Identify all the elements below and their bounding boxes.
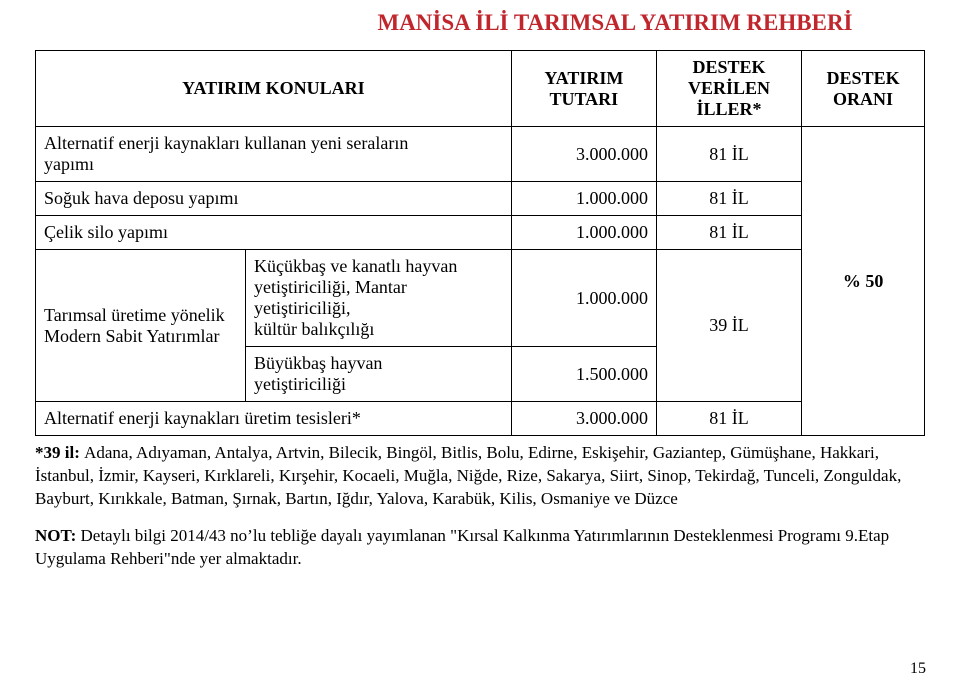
page-title: MANİSA İLİ TARIMSAL YATIRIM REHBERİ	[270, 0, 960, 50]
cell-desc-r2: Soğuk hava deposu yapımı	[36, 182, 512, 216]
cell-amount-r4-sub2: 1.500.000	[511, 347, 656, 402]
header-provinces: DESTEK VERİLEN İLLER*	[656, 51, 801, 127]
header-amount-line1: YATIRIM	[544, 68, 623, 88]
r4-sub1-line1: Küçükbaş ve kanatlı hayvan	[254, 256, 457, 276]
header-amount: YATIRIM TUTARI	[511, 51, 656, 127]
header-rate-line1: DESTEK	[827, 68, 900, 88]
cell-amount-r2: 1.000.000	[511, 182, 656, 216]
header-rate-line2: ORANI	[833, 89, 893, 109]
r4-sub2-line1: Büyükbaş hayvan	[254, 353, 382, 373]
cell-sub2-r4: Büyükbaş hayvan yetiştiriciliği	[245, 347, 511, 402]
cell-sub1-r4: Küçükbaş ve kanatlı hayvan yetiştiricili…	[245, 250, 511, 347]
table-row: Alternatif enerji kaynakları kullanan ye…	[36, 127, 925, 182]
header-amount-line2: TUTARI	[550, 89, 619, 109]
header-rate: DESTEK ORANI	[802, 51, 925, 127]
cell-provinces-r3: 81 İL	[656, 216, 801, 250]
cell-desc-r5: Alternatif enerji kaynakları üretim tesi…	[36, 402, 512, 436]
header-provinces-line1: DESTEK	[693, 57, 766, 77]
page-number: 15	[910, 660, 926, 678]
footnote-39il: *39 il: Adana, Adıyaman, Antalya, Artvin…	[35, 442, 925, 511]
r4-sub1-line2: yetiştiriciliği, Mantar	[254, 277, 407, 297]
r4-group-line2: Modern Sabit Yatırımlar	[44, 326, 220, 346]
cell-desc-r1: Alternatif enerji kaynakları kullanan ye…	[36, 127, 512, 182]
cell-rate: % 50	[802, 127, 925, 436]
r4-sub1-line4: kültür balıkçılığı	[254, 319, 374, 339]
cell-provinces-r4: 39 İL	[656, 250, 801, 402]
cell-provinces-r5: 81 İL	[656, 402, 801, 436]
table-row: Çelik silo yapımı 1.000.000 81 İL	[36, 216, 925, 250]
r4-sub1-line3: yetiştiriciliği,	[254, 298, 351, 318]
note-body: Detaylı bilgi 2014/43 no’lu tebliğe daya…	[35, 526, 889, 568]
cell-amount-r4-sub1: 1.000.000	[511, 250, 656, 347]
cell-amount-r3: 1.000.000	[511, 216, 656, 250]
investment-table: YATIRIM KONULARI YATIRIM TUTARI DESTEK V…	[35, 50, 925, 436]
r1-desc-line2: yapımı	[44, 154, 94, 174]
table-row: Alternatif enerji kaynakları üretim tesi…	[36, 402, 925, 436]
r4-group-line1: Tarımsal üretime yönelik	[44, 305, 225, 325]
r4-sub2-line2: yetiştiriciliği	[254, 374, 346, 394]
cell-amount-r1: 3.000.000	[511, 127, 656, 182]
header-topics: YATIRIM KONULARI	[36, 51, 512, 127]
header-provinces-line3: İLLER*	[697, 99, 762, 119]
cell-provinces-r2: 81 İL	[656, 182, 801, 216]
footnote-lead: *39 il:	[35, 443, 84, 462]
cell-provinces-r1: 81 İL	[656, 127, 801, 182]
r1-desc-line1: Alternatif enerji kaynakları kullanan ye…	[44, 133, 408, 153]
cell-desc-r3: Çelik silo yapımı	[36, 216, 512, 250]
header-provinces-line2: VERİLEN	[688, 78, 770, 98]
table-row: Tarımsal üretime yönelik Modern Sabit Ya…	[36, 250, 925, 347]
cell-amount-r5: 3.000.000	[511, 402, 656, 436]
footnote-body: Adana, Adıyaman, Antalya, Artvin, Bileci…	[35, 443, 901, 508]
cell-group-r4: Tarımsal üretime yönelik Modern Sabit Ya…	[36, 250, 246, 402]
table-header-row: YATIRIM KONULARI YATIRIM TUTARI DESTEK V…	[36, 51, 925, 127]
note-paragraph: NOT: Detaylı bilgi 2014/43 no’lu tebliğe…	[35, 525, 925, 571]
table-row: Soğuk hava deposu yapımı 1.000.000 81 İL	[36, 182, 925, 216]
note-lead: NOT:	[35, 526, 81, 545]
